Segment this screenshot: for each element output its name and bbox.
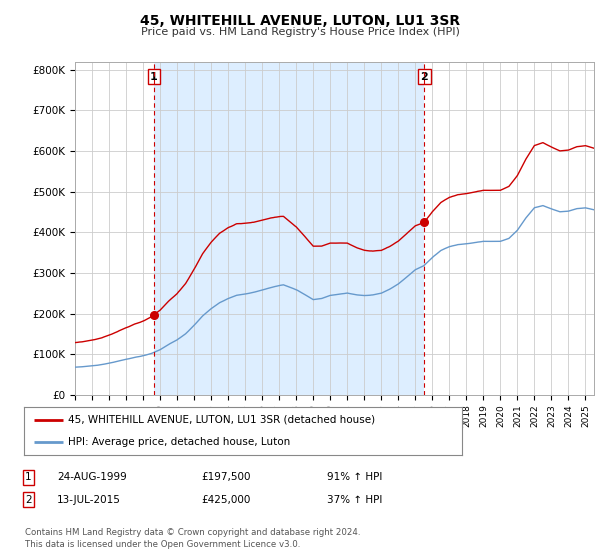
Text: 2: 2 [421,72,428,82]
Text: £425,000: £425,000 [201,494,250,505]
Text: £197,500: £197,500 [201,472,251,482]
Text: 24-AUG-1999: 24-AUG-1999 [57,472,127,482]
Text: 1: 1 [25,472,32,482]
Text: 45, WHITEHILL AVENUE, LUTON, LU1 3SR: 45, WHITEHILL AVENUE, LUTON, LU1 3SR [140,14,460,28]
Text: 13-JUL-2015: 13-JUL-2015 [57,494,121,505]
Text: 91% ↑ HPI: 91% ↑ HPI [327,472,382,482]
Text: HPI: Average price, detached house, Luton: HPI: Average price, detached house, Luto… [68,437,290,447]
Text: Contains HM Land Registry data © Crown copyright and database right 2024.
This d: Contains HM Land Registry data © Crown c… [25,528,361,549]
Text: 37% ↑ HPI: 37% ↑ HPI [327,494,382,505]
Text: 2: 2 [25,494,32,505]
Text: 45, WHITEHILL AVENUE, LUTON, LU1 3SR (detached house): 45, WHITEHILL AVENUE, LUTON, LU1 3SR (de… [68,415,375,425]
Bar [154,62,424,395]
Text: Price paid vs. HM Land Registry's House Price Index (HPI): Price paid vs. HM Land Registry's House … [140,27,460,37]
Text: 1: 1 [150,72,158,82]
